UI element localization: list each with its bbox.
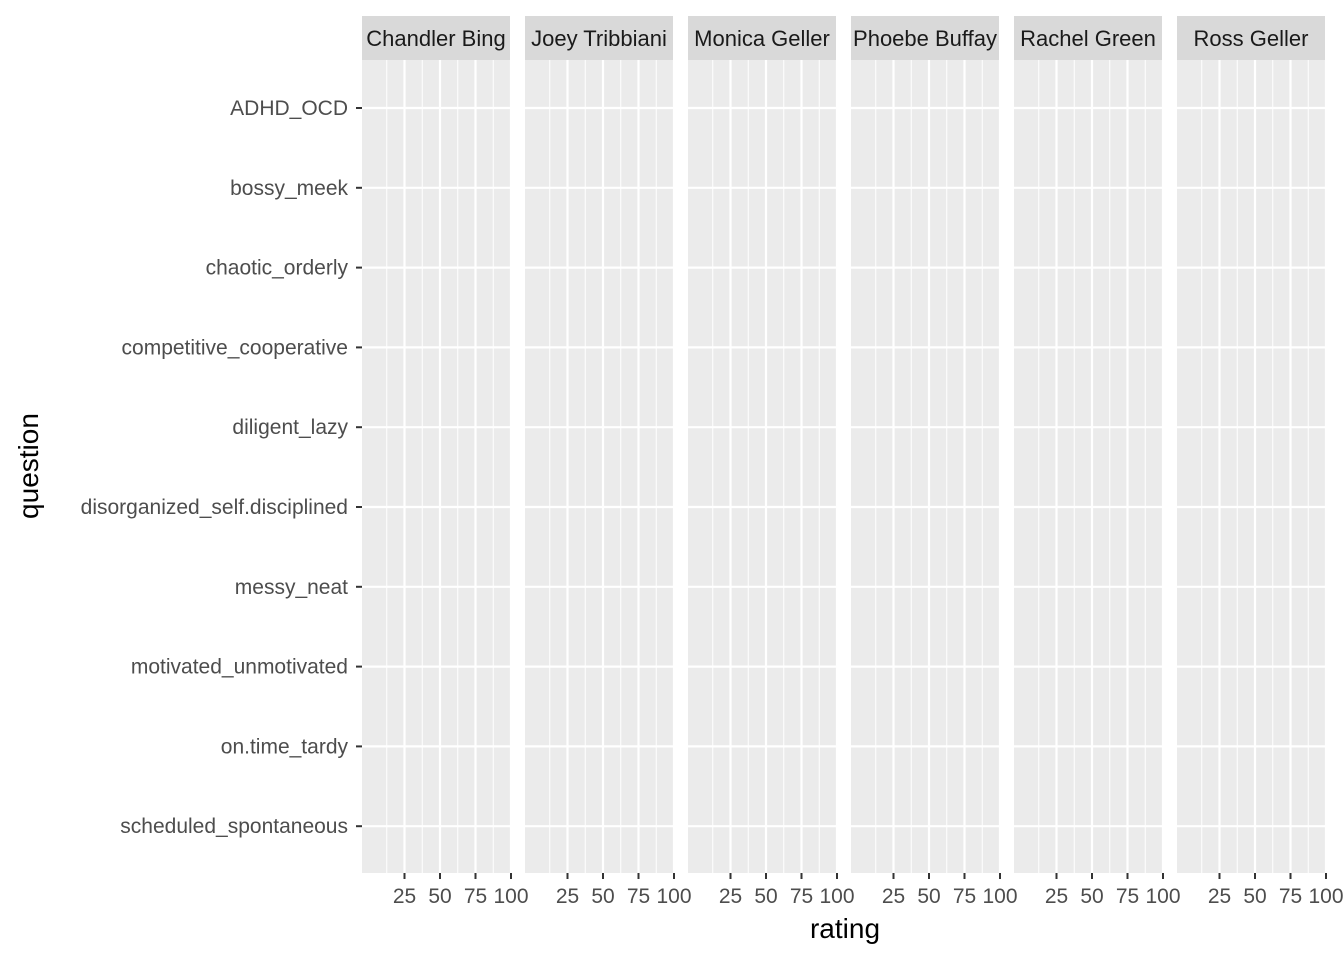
x-axis-title: rating <box>810 913 880 944</box>
facet-panel: Chandler Bing 25 50 75 100 <box>362 16 529 908</box>
x-tick-label: 100 <box>656 885 691 908</box>
y-axis-title: question <box>13 413 44 519</box>
x-tick-label: 75 <box>464 885 487 908</box>
facet-panel: Ross Geller 25 50 75 100 <box>1177 16 1344 908</box>
panel-background <box>1014 60 1162 873</box>
x-tick-label: 25 <box>719 885 742 908</box>
facet-strip-label: Chandler Bing <box>366 26 505 51</box>
panel-background <box>525 60 673 873</box>
x-tick-label: 25 <box>393 885 416 908</box>
panel-background <box>1177 60 1325 873</box>
facet-strip-label: Joey Tribbiani <box>531 26 667 51</box>
x-tick-label: 25 <box>1208 885 1231 908</box>
x-tick-label: 50 <box>1080 885 1103 908</box>
facet-strip <box>851 16 999 60</box>
facet-strip <box>1177 16 1325 60</box>
y-tick-label: motivated_unmotivated <box>131 656 348 679</box>
x-tick-label: 50 <box>917 885 940 908</box>
y-tick-label: messy_neat <box>235 576 348 599</box>
x-tick-label: 75 <box>627 885 650 908</box>
facet-panels: Chandler Bing 25 50 75 100 Joey Tribbiani 25 50… <box>362 16 1344 908</box>
panel-background <box>851 60 999 873</box>
facet-strip-label: Ross Geller <box>1194 26 1309 51</box>
y-tick-label: competitive_cooperative <box>122 336 348 359</box>
x-tick-label: 100 <box>982 885 1017 908</box>
x-tick-label: 75 <box>953 885 976 908</box>
y-tick-label: chaotic_orderly <box>206 257 349 280</box>
panel-background <box>362 60 510 873</box>
x-tick-label: 25 <box>882 885 905 908</box>
y-tick-label: ADHD_OCD <box>230 97 348 120</box>
facet-panel: Rachel Green 25 50 75 100 <box>1014 16 1181 908</box>
facet-panel: Joey Tribbiani 25 50 75 100 <box>525 16 692 908</box>
x-tick-label: 75 <box>1279 885 1302 908</box>
x-tick-label: 100 <box>493 885 528 908</box>
facet-panel: Monica Geller 25 50 75 100 <box>688 16 855 908</box>
facet-strip <box>688 16 836 60</box>
x-tick-label: 25 <box>556 885 579 908</box>
x-tick-label: 50 <box>754 885 777 908</box>
y-tick-label: disorganized_self.disciplined <box>81 496 348 519</box>
facet-strip <box>525 16 673 60</box>
facet-strip <box>1014 16 1162 60</box>
y-tick-label: bossy_meek <box>230 177 348 200</box>
panel-background <box>688 60 836 873</box>
x-tick-label: 50 <box>1243 885 1266 908</box>
x-tick-label: 50 <box>591 885 614 908</box>
facet-strip <box>362 16 510 60</box>
x-tick-label: 75 <box>1116 885 1139 908</box>
y-tick-label: diligent_lazy <box>232 416 348 439</box>
x-tick-label: 50 <box>428 885 451 908</box>
x-tick-label: 100 <box>1145 885 1180 908</box>
y-tick-label: scheduled_spontaneous <box>120 815 348 838</box>
x-tick-label: 25 <box>1045 885 1068 908</box>
y-axis: scheduled_spontaneous on.time_tardy motiva… <box>81 97 362 838</box>
facet-strip-label: Monica Geller <box>694 26 830 51</box>
facet-panel: Phoebe Buffay 25 50 75 100 <box>851 16 1018 908</box>
x-tick-label: 100 <box>819 885 854 908</box>
facet-strip-label: Rachel Green <box>1020 26 1156 51</box>
x-tick-label: 75 <box>790 885 813 908</box>
y-tick-label: on.time_tardy <box>221 735 349 758</box>
x-tick-label: 100 <box>1308 885 1343 908</box>
facet-strip-label: Phoebe Buffay <box>853 26 997 51</box>
